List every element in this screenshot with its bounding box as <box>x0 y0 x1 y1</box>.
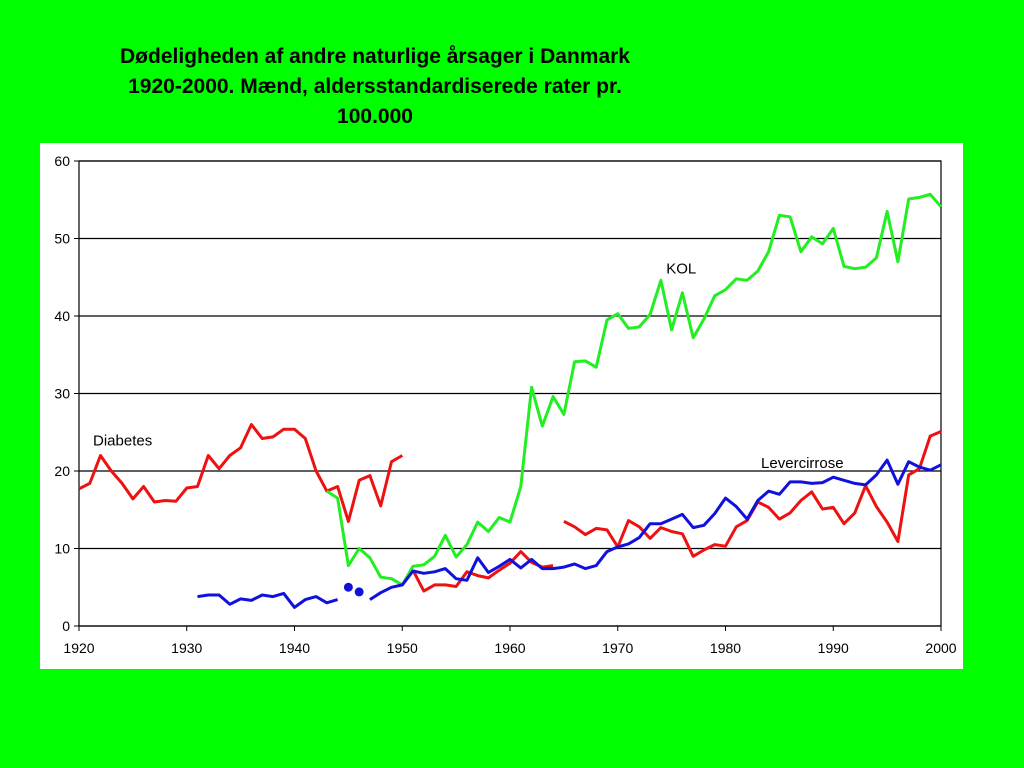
x-tick-label: 1930 <box>171 640 202 656</box>
diabetes-line-segment-1 <box>78 423 404 523</box>
series <box>78 192 943 609</box>
levercirrose-line-segment-1 <box>197 591 339 609</box>
levercirrose-point-2 <box>354 587 364 597</box>
levercirrose-line-segment-2 <box>369 458 942 601</box>
title-line-1: Dødeligheden af andre naturlige årsager … <box>120 45 630 68</box>
x-tick-label: 1950 <box>387 640 418 656</box>
x-tick-label: 1990 <box>818 640 849 656</box>
slide-title: Dødeligheden af andre naturlige årsager … <box>40 42 710 132</box>
x-tick-label: 1980 <box>710 640 741 656</box>
y-tick-label: 60 <box>54 153 70 169</box>
y-tick-label: 40 <box>54 308 70 324</box>
x-tick-label: 1960 <box>494 640 525 656</box>
y-tick-label: 20 <box>54 463 70 479</box>
line-chart: 0 10 20 30 40 50 60 1920 1930 1940 1950 1960 1970 198… <box>54 153 956 656</box>
y-tick-label: 50 <box>54 231 70 247</box>
levercirrose-point-1 <box>343 582 353 592</box>
x-tick-label: 1970 <box>602 640 633 656</box>
axes: 0 10 20 30 40 50 60 1920 1930 1940 1950 1960 1970 198… <box>54 153 956 656</box>
title-line-2: 1920-2000. Mænd, aldersstandardiserede r… <box>128 75 622 98</box>
y-tick-label: 30 <box>54 386 70 402</box>
annotation-diabetes: Diabetes <box>93 432 152 449</box>
chart-panel: 0 10 20 30 40 50 60 1920 1930 1940 1950 1960 1970 198… <box>40 143 963 669</box>
x-tick-label: 1920 <box>63 640 94 656</box>
annotation-levercirrose: Levercirrose <box>761 455 844 472</box>
y-tick-label: 0 <box>62 618 70 634</box>
diabetes-line-segment-3 <box>563 430 942 558</box>
annotation-kol: KOL <box>666 260 696 277</box>
title-line-3: 100.000 <box>337 105 413 128</box>
kol-line-segment-1 <box>325 192 943 587</box>
labels: Diabetes KOL Levercirrose <box>93 260 844 472</box>
y-tick-label: 10 <box>54 541 70 557</box>
x-tick-label: 1940 <box>279 640 310 656</box>
gridlines <box>79 160 941 627</box>
x-tick-label: 2000 <box>925 640 956 656</box>
